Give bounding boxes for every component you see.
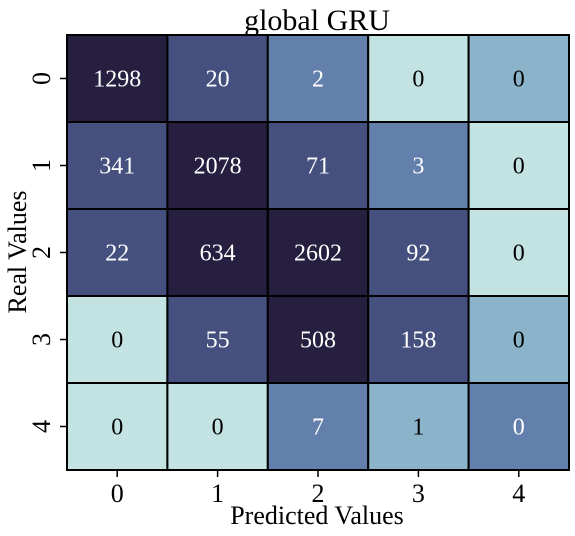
cell-value-0-0: 1298 bbox=[93, 67, 141, 93]
cell-value-4-3: 1 bbox=[412, 415, 424, 441]
y-tick-label-0: 0 bbox=[27, 72, 56, 85]
y-tick-label-3: 3 bbox=[27, 333, 56, 346]
chart-title: global GRU bbox=[244, 4, 390, 37]
y-tick-label-4: 4 bbox=[27, 420, 56, 433]
cell-value-1-1: 2078 bbox=[194, 154, 242, 180]
x-axis-label: Predicted Values bbox=[230, 501, 404, 530]
cell-value-2-3: 92 bbox=[406, 241, 430, 267]
cell-value-0-4: 0 bbox=[513, 67, 525, 93]
cell-value-3-2: 508 bbox=[300, 328, 336, 354]
cell-value-2-4: 0 bbox=[513, 241, 525, 267]
cell-value-4-1: 0 bbox=[212, 415, 224, 441]
cell-value-1-0: 341 bbox=[99, 154, 135, 180]
cell-value-1-2: 71 bbox=[306, 154, 330, 180]
cell-value-0-1: 20 bbox=[206, 67, 230, 93]
x-tick-label-0: 0 bbox=[111, 479, 124, 508]
cell-value-0-2: 2 bbox=[312, 67, 324, 93]
cell-value-3-1: 55 bbox=[206, 328, 230, 354]
cell-value-2-2: 2602 bbox=[294, 241, 342, 267]
x-tick-label-1: 1 bbox=[211, 479, 224, 508]
cell-value-0-3: 0 bbox=[412, 67, 424, 93]
cell-value-3-4: 0 bbox=[513, 328, 525, 354]
y-tick-label-1: 1 bbox=[27, 159, 56, 172]
cell-value-1-4: 0 bbox=[513, 154, 525, 180]
cell-value-1-3: 3 bbox=[412, 154, 424, 180]
x-tick-label-3: 3 bbox=[412, 479, 425, 508]
x-tick-label-4: 4 bbox=[512, 479, 525, 508]
cell-value-4-4: 0 bbox=[513, 415, 525, 441]
cell-value-3-0: 0 bbox=[111, 328, 123, 354]
cell-value-2-1: 634 bbox=[200, 241, 236, 267]
cell-value-4-2: 7 bbox=[312, 415, 324, 441]
cell-value-2-0: 22 bbox=[105, 241, 129, 267]
y-axis-label: Real Values bbox=[3, 191, 32, 314]
cell-value-3-3: 158 bbox=[400, 328, 436, 354]
cell-value-4-0: 0 bbox=[111, 415, 123, 441]
